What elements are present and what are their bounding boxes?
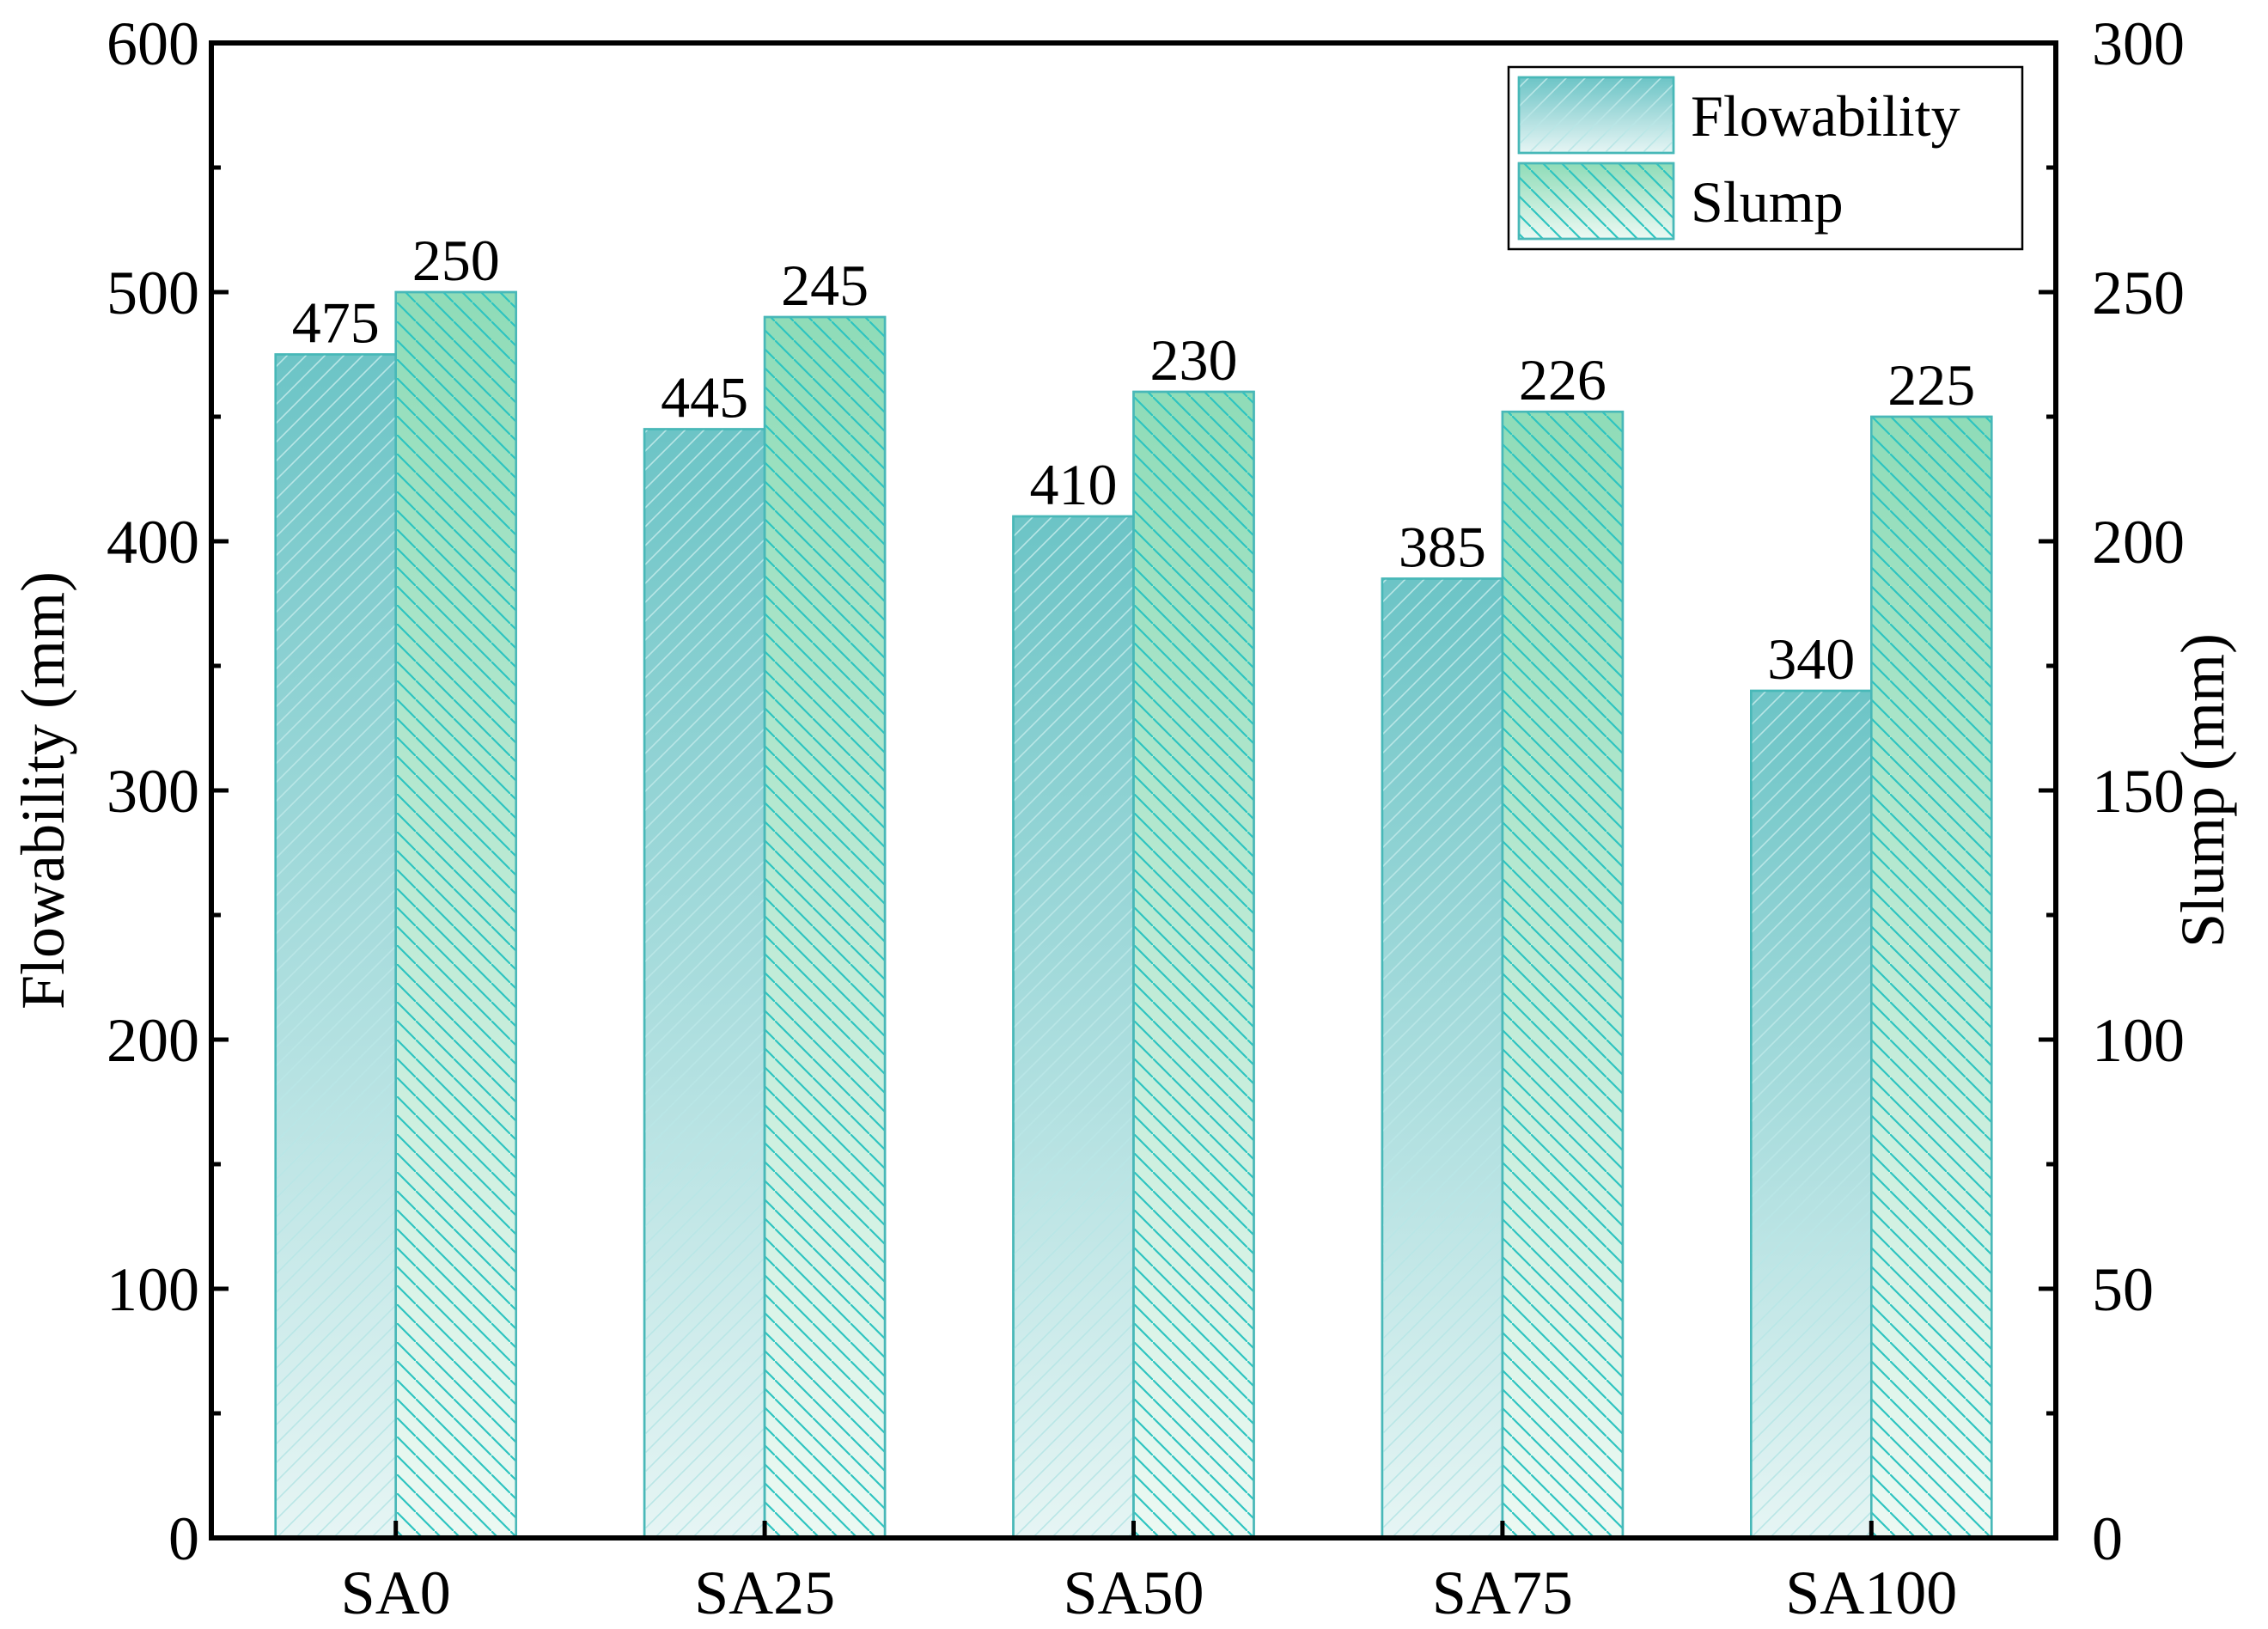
value-label-slump-sa75: 226 bbox=[1519, 347, 1606, 412]
value-label-flowability-sa100: 340 bbox=[1767, 626, 1855, 692]
bar-slump-sa75-hatch bbox=[1501, 410, 1625, 1540]
bar-slump-sa25-hatch bbox=[763, 315, 887, 1540]
value-label-flowability-sa0: 475 bbox=[292, 290, 380, 356]
x-tick-label-sa25: SA25 bbox=[694, 1559, 835, 1627]
left-tick-label: 200 bbox=[107, 1006, 199, 1075]
bar-flowability-sa75-hatch bbox=[1381, 577, 1504, 1540]
left-axis-title: Flowability (mm) bbox=[9, 571, 77, 1010]
value-label-slump-sa50: 230 bbox=[1150, 327, 1238, 393]
left-tick-label: 400 bbox=[107, 508, 199, 577]
right-tick-label: 250 bbox=[2092, 259, 2185, 327]
legend-label-slump: Slump bbox=[1691, 169, 1844, 235]
right-tick-label: 100 bbox=[2092, 1006, 2185, 1075]
bars-layer bbox=[274, 290, 1993, 1540]
value-labels-layer: 475 250 445 245 410 230 385 226 340 225 bbox=[292, 228, 1976, 692]
legend: Flowability Slump bbox=[1507, 65, 2024, 251]
bar-slump-sa50-hatch bbox=[1132, 390, 1255, 1540]
bar-flowability-sa25-hatch bbox=[643, 428, 766, 1540]
x-tick-label-sa75: SA75 bbox=[1432, 1559, 1573, 1627]
bar-slump-sa100-hatch bbox=[1870, 415, 1993, 1540]
right-tick-label: 0 bbox=[2092, 1504, 2123, 1573]
legend-label-flowability: Flowability bbox=[1691, 83, 1960, 149]
value-label-flowability-sa75: 385 bbox=[1399, 515, 1486, 580]
right-axis-title: Slump (mm) bbox=[2168, 633, 2237, 948]
left-tick-label: 500 bbox=[107, 259, 199, 327]
value-label-slump-sa100: 225 bbox=[1887, 352, 1975, 418]
value-label-flowability-sa25: 445 bbox=[661, 365, 748, 430]
legend-swatch-flowability-hatch bbox=[1517, 76, 1675, 155]
right-tick-label: 50 bbox=[2092, 1255, 2154, 1324]
right-tick-label: 300 bbox=[2092, 9, 2185, 78]
bar-slump-sa0-hatch bbox=[394, 290, 517, 1540]
left-tick-label: 600 bbox=[107, 9, 199, 78]
right-tick-label: 200 bbox=[2092, 508, 2185, 577]
value-label-flowability-sa50: 410 bbox=[1030, 452, 1118, 517]
bar-flowability-sa100-hatch bbox=[1750, 689, 1873, 1540]
left-axis-ticks: 0 100 200 300 400 500 600 bbox=[107, 9, 229, 1573]
value-label-slump-sa25: 245 bbox=[781, 253, 869, 318]
x-tick-label-sa0: SA0 bbox=[341, 1559, 451, 1627]
value-label-slump-sa0: 250 bbox=[412, 228, 500, 293]
x-axis-ticks: SA0 SA25 SA50 SA75 SA100 bbox=[341, 1521, 1957, 1627]
left-tick-label: 300 bbox=[107, 757, 199, 826]
bar-flowability-sa0-hatch bbox=[274, 353, 397, 1540]
x-tick-label-sa100: SA100 bbox=[1785, 1559, 1957, 1627]
left-tick-label: 100 bbox=[107, 1255, 199, 1324]
left-tick-label: 0 bbox=[168, 1504, 199, 1573]
legend-swatch-slump-hatch bbox=[1517, 162, 1675, 241]
right-tick-label: 150 bbox=[2092, 757, 2185, 826]
right-axis-ticks: 0 50 100 150 200 250 300 bbox=[2039, 9, 2185, 1573]
x-tick-label-sa50: SA50 bbox=[1063, 1559, 1204, 1627]
bar-flowability-sa50-hatch bbox=[1012, 515, 1135, 1540]
